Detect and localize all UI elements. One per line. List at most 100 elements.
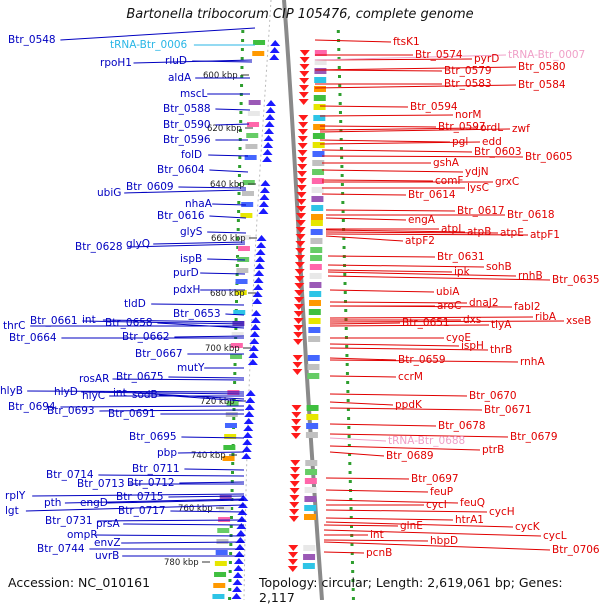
- right-leader-line-42: [329, 320, 565, 323]
- left-gene-label-19: purD: [173, 267, 199, 279]
- outer-tick-mark: [345, 372, 349, 375]
- inner-tick-mark: [235, 273, 239, 276]
- plus-strand-gene-arrow: [291, 426, 302, 432]
- left-leader-line-42: [177, 451, 245, 454]
- outer-tick-mark: [351, 570, 355, 573]
- inner-tick-mark: [236, 219, 240, 222]
- right-gene-label-34: rnhB: [518, 270, 543, 282]
- inner-tick-mark: [241, 30, 245, 33]
- minus-strand-gene-arrow: [248, 345, 259, 351]
- inner-tick-mark: [236, 246, 240, 249]
- left-gene-label-38: Btr_0694: [8, 401, 56, 413]
- plus-strand-gene-arrow: [289, 481, 300, 487]
- outer-tick-mark: [350, 525, 353, 528]
- plus-strand-feature-block: [313, 95, 326, 101]
- right-gene-label-70: Btr_0706: [552, 544, 600, 556]
- left-leader-line-19: [200, 272, 246, 275]
- right-leader-line-71: [323, 551, 365, 554]
- outer-tick-mark: [344, 327, 348, 330]
- inner-tick-mark: [237, 174, 241, 177]
- right-gene-label-62: cycI: [426, 499, 447, 511]
- plus-strand-gene-arrow: [291, 405, 302, 411]
- right-gene-label-6: Btr_0583: [444, 78, 492, 90]
- plus-strand-feature-block: [305, 432, 318, 438]
- outer-tick-mark: [343, 273, 347, 276]
- inner-tick-mark: [237, 183, 241, 186]
- plus-strand-feature-block: [308, 318, 321, 324]
- inner-tick-mark: [232, 417, 236, 420]
- left-leader-line-39: [99, 409, 245, 412]
- right-leader-line-15: [321, 149, 473, 153]
- minus-strand-feature-block: [241, 202, 254, 207]
- minus-strand-gene-arrow: [266, 100, 276, 106]
- scale-label-2: 640 kbp: [210, 180, 245, 190]
- right-gene-label-33: ipk: [454, 266, 471, 278]
- left-leader-line-34: [81, 391, 245, 395]
- right-gene-label-38: dnaJ2: [469, 297, 499, 309]
- minus-strand-feature-block: [224, 434, 237, 439]
- minus-strand-gene-arrow: [235, 530, 246, 536]
- left-gene-label-10: Btr_0604: [157, 164, 205, 176]
- right-gene-label-10: Btr_0597: [438, 121, 486, 133]
- scale-label-layer: 600 kbp 620 kbp 640 kbp 660 kbp 680 kbp 700 k…: [164, 71, 257, 568]
- left-leader-line-38: [60, 405, 245, 408]
- plus-strand-feature-block: [311, 187, 324, 193]
- plus-strand-gene-arrow: [289, 488, 300, 494]
- right-gene-label-21: lysC: [467, 182, 489, 194]
- right-leader-line-54: [329, 423, 437, 427]
- inner-tick-mark: [240, 57, 244, 60]
- inner-tick-mark: [230, 489, 234, 492]
- left-gene-label-1: tRNA-Btr_0006: [110, 39, 188, 51]
- inner-tick-mark: [234, 327, 238, 330]
- minus-strand-feature-block: [218, 506, 231, 511]
- left-leader-line-24: [82, 320, 245, 325]
- outer-tick-mark: [345, 363, 349, 366]
- minus-strand-feature-block: [219, 495, 232, 500]
- outer-tick-mark: [344, 300, 347, 303]
- plus-strand-feature-block: [309, 273, 322, 279]
- left-leader-line-36: [133, 392, 245, 400]
- right-gene-label-41: ribA: [535, 311, 557, 323]
- gene-feature-layer: [212, 40, 327, 599]
- right-gene-label-17: gshA: [433, 157, 460, 169]
- minus-strand-feature-block: [213, 583, 226, 588]
- outer-tick-mark: [337, 57, 341, 60]
- plus-strand-gene-arrow: [297, 129, 308, 135]
- left-gene-label-39: Btr_0693: [47, 405, 95, 417]
- minus-strand-gene-arrow: [242, 432, 253, 438]
- minus-strand-feature-block: [237, 246, 250, 251]
- outer-tick-mark: [347, 426, 351, 429]
- right-leader-line-59: [325, 477, 410, 480]
- right-gene-label-39: fabI2: [514, 301, 541, 313]
- plus-strand-feature-block: [314, 59, 327, 65]
- right-leader-line-44: [329, 324, 490, 327]
- left-gene-label-3: rluD: [165, 55, 187, 67]
- left-leader-line-9: [208, 154, 249, 157]
- minus-strand-gene-arrow: [231, 586, 242, 592]
- right-leader-line-16: [321, 155, 524, 158]
- left-leader-line-56: [121, 541, 245, 544]
- left-leader-line-18: [207, 258, 246, 261]
- right-leader-line-56: [329, 437, 387, 442]
- outer-tick-mark: [338, 111, 342, 114]
- plus-strand-gene-arrow: [292, 362, 303, 368]
- left-gene-label-54: prsA: [96, 518, 120, 530]
- right-gene-label-29: atpF1: [530, 229, 560, 241]
- minus-strand-gene-arrow: [256, 235, 267, 241]
- minus-strand-feature-block: [224, 423, 237, 428]
- plus-strand-feature-block: [312, 151, 325, 157]
- inner-tick-mark: [235, 264, 239, 267]
- plus-strand-feature-block: [310, 238, 323, 244]
- plus-strand-gene-arrow: [294, 283, 305, 289]
- plus-strand-gene-arrow: [295, 227, 306, 233]
- minus-strand-gene-arrow: [245, 390, 256, 396]
- inner-tick-mark: [237, 201, 241, 204]
- minus-strand-gene-arrow: [270, 40, 281, 46]
- plus-strand-feature-block: [311, 214, 324, 220]
- outer-tick-mark: [351, 588, 355, 591]
- plus-strand-gene-arrow: [296, 213, 307, 219]
- right-leader-line-70: [323, 541, 551, 551]
- right-gene-label-19: comF: [435, 175, 463, 187]
- inner-tick-mark: [239, 120, 243, 123]
